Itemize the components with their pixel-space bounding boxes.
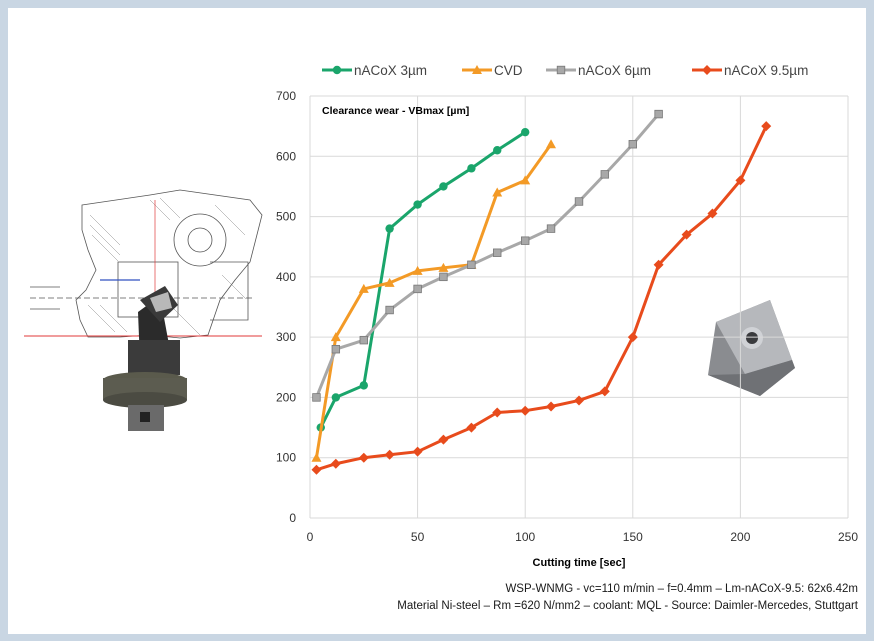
legend-label: nACoX 9.5µm bbox=[724, 63, 808, 78]
data-point bbox=[520, 175, 531, 185]
data-point bbox=[439, 182, 448, 191]
data-point bbox=[384, 449, 395, 460]
x-tick-label: 200 bbox=[730, 530, 750, 544]
y-tick-label: 400 bbox=[276, 270, 296, 284]
footer-line-1: WSP-WNMG - vc=110 m/min – f=0.4mm – Lm-n… bbox=[505, 583, 858, 595]
series-line bbox=[315, 113, 660, 398]
data-point bbox=[359, 381, 368, 390]
data-point bbox=[628, 140, 637, 149]
data-point bbox=[330, 458, 341, 469]
data-point bbox=[385, 224, 394, 233]
x-axis-label: Cutting time [sec] bbox=[533, 557, 626, 569]
footer-line-2: Material Ni-steel – Rm =620 N/mm2 – cool… bbox=[397, 600, 858, 612]
y-tick-label: 0 bbox=[289, 511, 296, 525]
data-point bbox=[599, 386, 610, 397]
legend-label: CVD bbox=[494, 63, 523, 78]
data-point bbox=[493, 248, 502, 257]
data-point bbox=[492, 187, 503, 197]
data-point bbox=[439, 272, 448, 282]
data-point bbox=[312, 393, 321, 402]
y-tick-label: 200 bbox=[276, 390, 296, 404]
legend-label: nACoX 3µm bbox=[354, 63, 427, 78]
data-point bbox=[761, 121, 772, 132]
series-line bbox=[319, 130, 527, 429]
data-point bbox=[546, 401, 557, 412]
data-point bbox=[385, 305, 394, 315]
data-point bbox=[546, 224, 556, 233]
data-point bbox=[574, 197, 584, 206]
data-point bbox=[330, 332, 341, 342]
data-point bbox=[413, 284, 422, 294]
series-line bbox=[316, 125, 768, 472]
x-tick-label: 250 bbox=[838, 530, 858, 544]
data-point bbox=[467, 260, 476, 269]
plot-area: 0 100 200 300 400 500 600 700 0 50 100 150 200 250 bbox=[276, 89, 858, 544]
data-point bbox=[358, 452, 369, 463]
insert-illustration bbox=[708, 300, 795, 396]
data-point bbox=[681, 229, 692, 240]
series-line bbox=[314, 143, 553, 458]
data-point bbox=[520, 405, 531, 416]
data-point bbox=[359, 335, 368, 345]
data-point bbox=[467, 164, 476, 173]
data-point bbox=[627, 332, 638, 343]
data-point bbox=[358, 283, 369, 293]
data-point bbox=[384, 277, 395, 287]
x-tick-label: 50 bbox=[411, 530, 425, 544]
data-point bbox=[521, 236, 530, 245]
data-point bbox=[311, 452, 322, 462]
legend-marker bbox=[472, 65, 482, 74]
data-point bbox=[331, 344, 341, 354]
y-tick-label: 500 bbox=[276, 210, 296, 224]
data-point bbox=[546, 139, 557, 149]
legend-marker bbox=[332, 65, 342, 75]
x-tick-label: 0 bbox=[307, 530, 314, 544]
chart-title: Clearance wear - VBmax [µm] bbox=[322, 105, 469, 117]
data-point bbox=[412, 265, 423, 275]
legend-marker bbox=[556, 65, 566, 75]
y-tick-label: 100 bbox=[276, 451, 296, 465]
data-point bbox=[493, 146, 502, 155]
data-point bbox=[311, 464, 322, 475]
data-point bbox=[707, 208, 718, 219]
data-point bbox=[438, 262, 449, 272]
x-tick-label: 100 bbox=[515, 530, 535, 544]
data-point bbox=[331, 393, 341, 402]
data-point bbox=[466, 422, 477, 433]
data-point bbox=[574, 395, 584, 406]
y-tick-label: 300 bbox=[276, 330, 296, 344]
x-tick-label: 150 bbox=[623, 530, 643, 544]
data-point bbox=[521, 127, 530, 137]
data-point bbox=[600, 170, 610, 179]
legend: nACoX 3µm CVD nACoX 6µm nACoX 9.5µm bbox=[322, 63, 808, 78]
legend-marker bbox=[702, 65, 712, 75]
legend-label: nACoX 6µm bbox=[578, 63, 651, 78]
data-point bbox=[492, 407, 503, 418]
y-tick-label: 700 bbox=[276, 89, 296, 103]
data-point bbox=[735, 175, 746, 186]
tool-illustration bbox=[24, 189, 263, 431]
data-point bbox=[653, 259, 664, 270]
data-point bbox=[413, 200, 422, 209]
data-point bbox=[654, 109, 663, 119]
data-point bbox=[412, 446, 423, 457]
data-point bbox=[438, 434, 449, 445]
y-tick-label: 600 bbox=[276, 149, 296, 163]
